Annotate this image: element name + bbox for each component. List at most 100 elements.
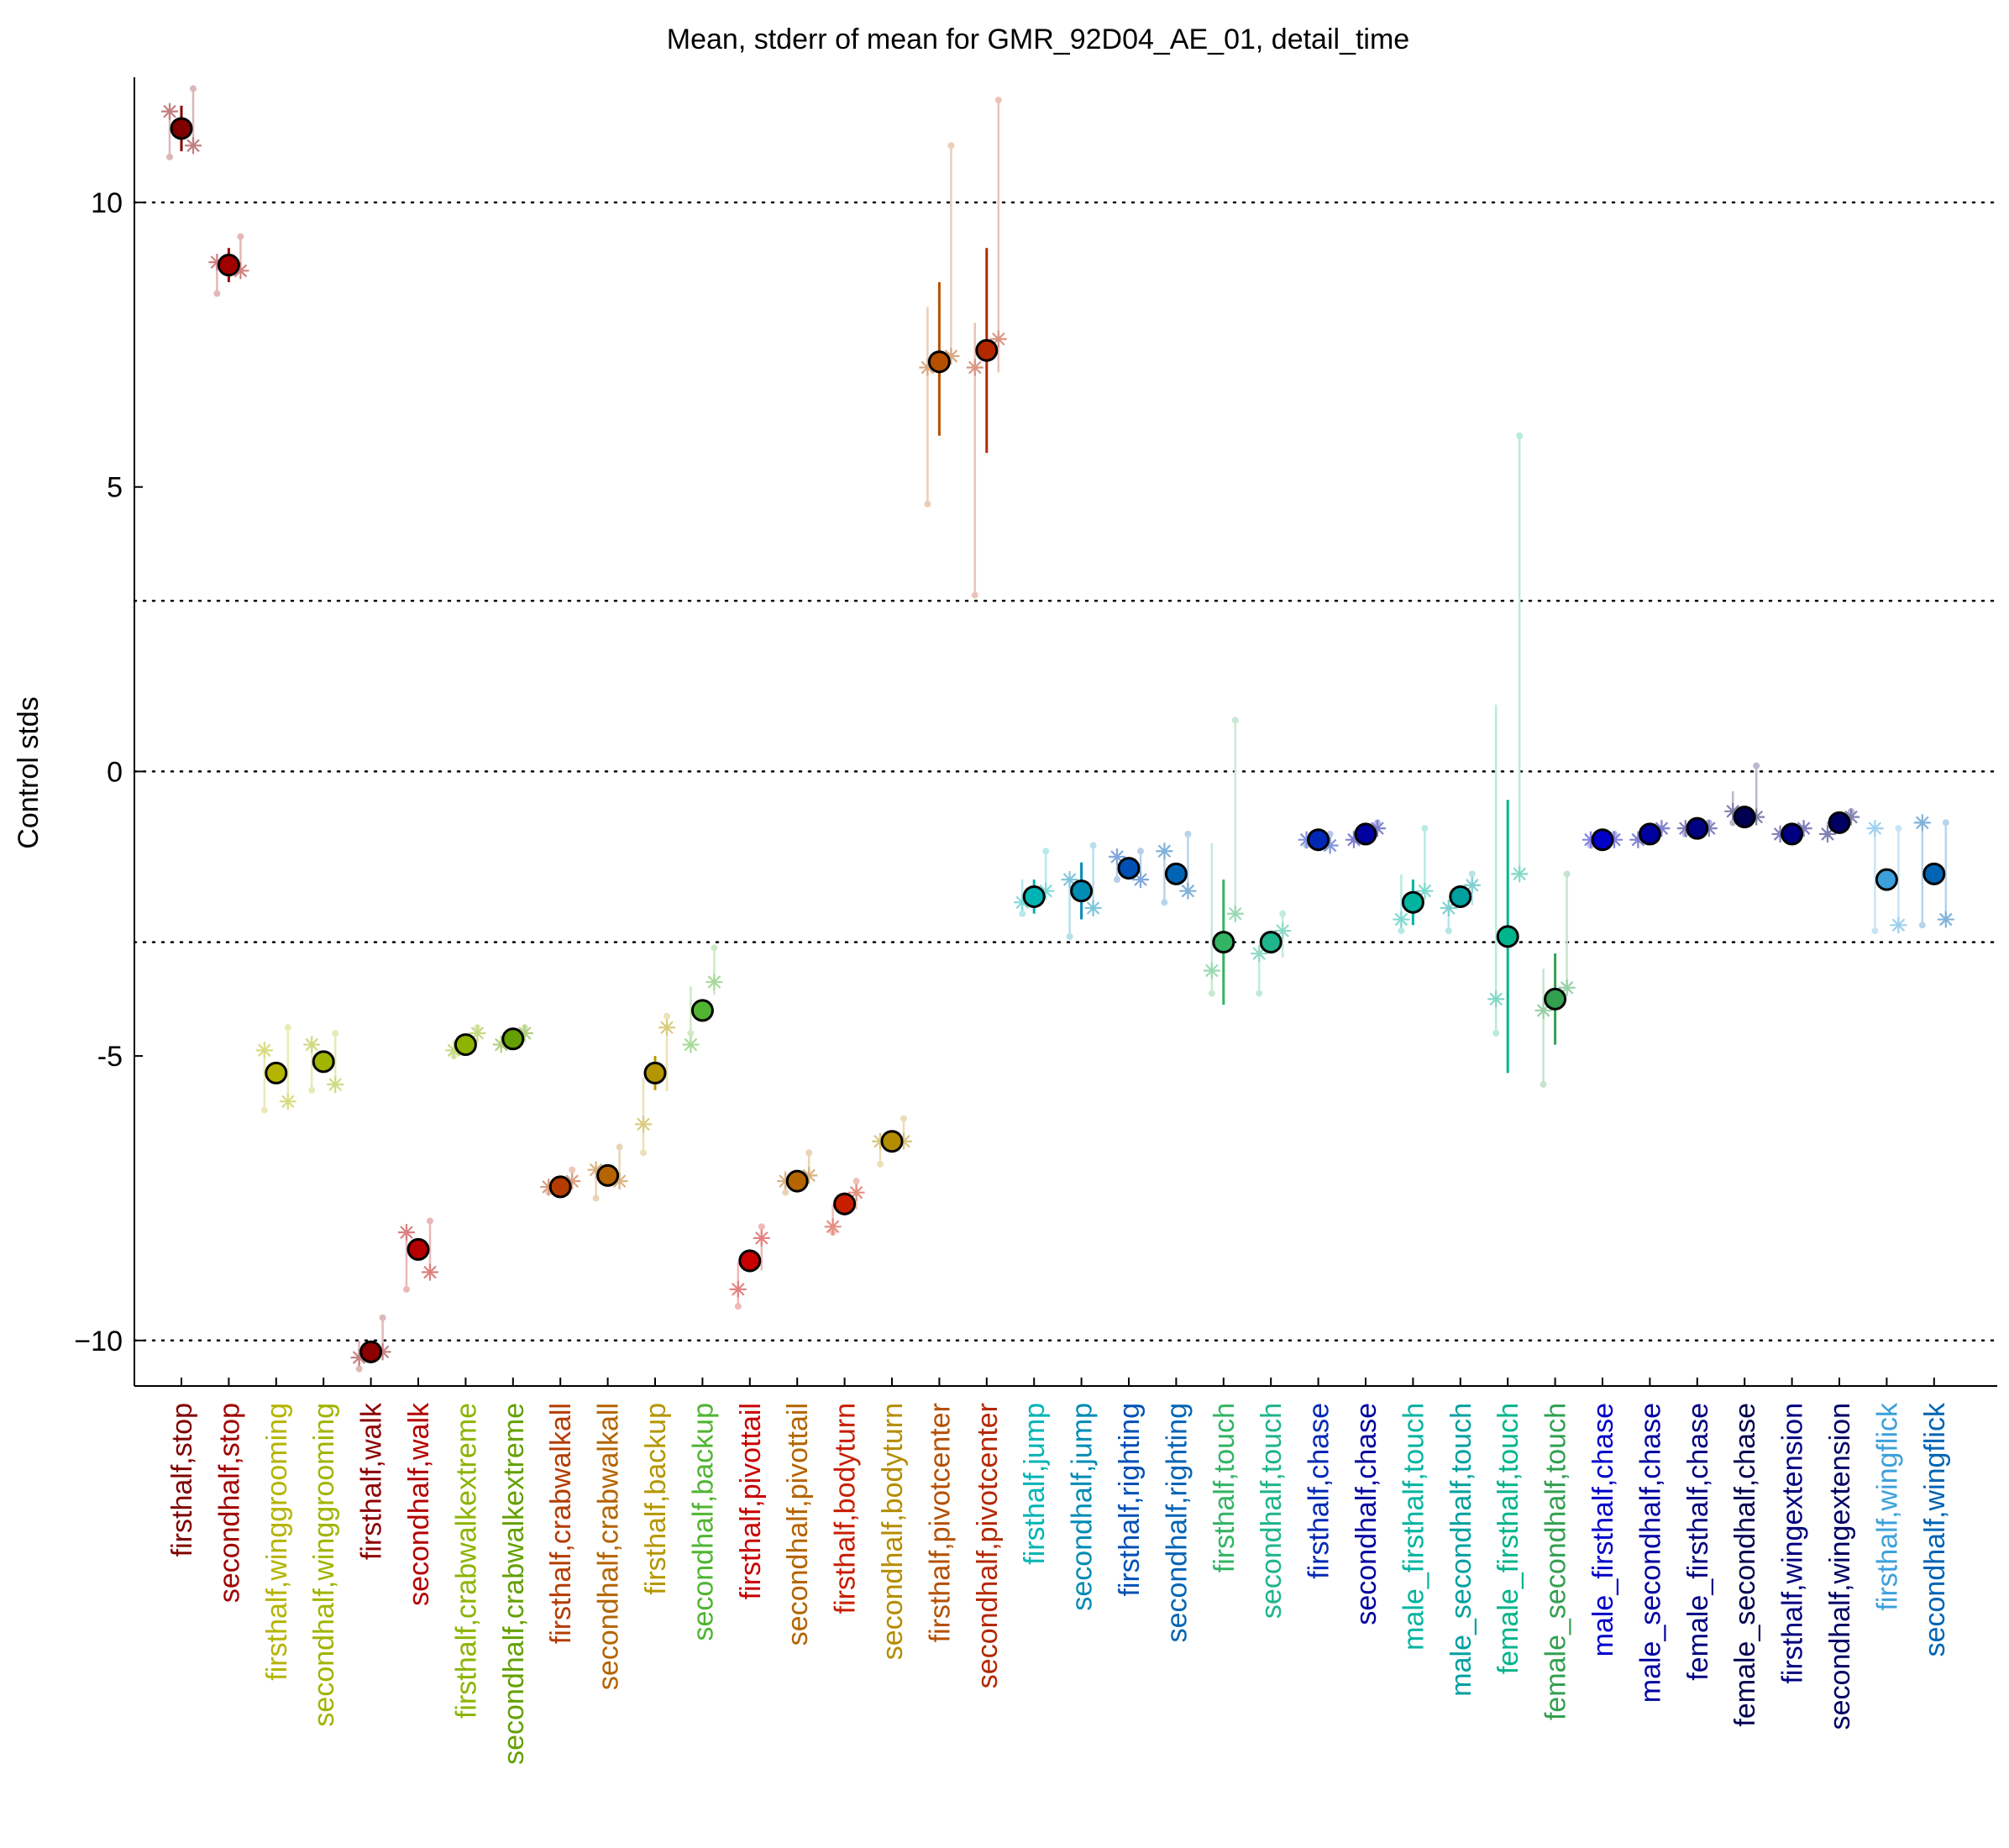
mean-marker [785, 1169, 809, 1193]
individual-marker [1393, 911, 1410, 928]
range-dot [1042, 848, 1050, 855]
x-tick-label: male_firsthalf,touch [1398, 1403, 1429, 1651]
range-dot [379, 1314, 386, 1321]
x-tick-label: secondhalf,touch [1256, 1403, 1288, 1619]
range-dot [877, 1160, 884, 1168]
range-dot [1942, 819, 1949, 827]
range-dot [805, 1149, 813, 1157]
range-dot [947, 142, 955, 150]
range-dot [1137, 848, 1144, 855]
range-dot [1066, 932, 1073, 940]
range-dot [592, 1194, 600, 1202]
x-tick-label: firsthalf,pivottail [735, 1403, 767, 1599]
x-tick-label: secondhalf,pivotcenter [972, 1403, 1004, 1688]
range-dot [1398, 927, 1405, 935]
range-dot [1114, 876, 1120, 884]
x-tick-label: firsthalf,walk [356, 1402, 388, 1560]
x-tick-label: firsthalf,wingextension [1777, 1403, 1809, 1684]
mean-marker [454, 1033, 477, 1057]
range-dot [924, 501, 931, 508]
individual-marker [1226, 905, 1244, 922]
x-tick-label: firsthalf,pivotcenter [924, 1403, 956, 1642]
x-tick-label: secondhalf,wingflick [1919, 1402, 1951, 1656]
y-tick-label: 10 [91, 187, 123, 219]
range-dot [1492, 1030, 1500, 1037]
individual-marker [824, 1218, 842, 1236]
range-dot [1089, 842, 1097, 849]
range-dot [734, 1303, 742, 1310]
individual-marker [1890, 916, 1907, 934]
x-tick-label: secondhalf,backup [687, 1403, 719, 1641]
individual-marker [800, 1167, 818, 1184]
individual-marker [1487, 990, 1505, 1008]
mean-marker [1164, 862, 1188, 885]
individual-marker [1274, 922, 1292, 940]
x-tick-label: secondhalf,jump [1067, 1403, 1099, 1611]
x-tick-label: secondhalf,chase [1351, 1403, 1382, 1625]
individual-marker [1937, 911, 1954, 928]
mean-marker [1354, 822, 1377, 846]
mean-marker [217, 254, 240, 277]
individual-marker [161, 102, 178, 120]
mean-marker [1922, 862, 1946, 885]
mean-marker [1307, 828, 1330, 852]
mean-marker [1591, 828, 1614, 852]
x-tick-label: firsthalf,winggrooming [261, 1403, 293, 1681]
range-dot [640, 1149, 647, 1157]
individual-marker [185, 137, 202, 155]
x-tick-label: female_firsthalf,chase [1682, 1403, 1714, 1681]
range-dot [1231, 717, 1239, 724]
individual-marker [1084, 899, 1102, 916]
x-tick-label: firsthalf,touch [1209, 1403, 1241, 1572]
mean-marker [1449, 885, 1472, 908]
individual-marker [1511, 865, 1529, 883]
individual-marker [729, 1280, 747, 1298]
range-dot [758, 1223, 765, 1231]
range-dot [569, 1166, 576, 1173]
individual-marker [682, 1036, 700, 1053]
individual-marker [279, 1093, 296, 1110]
x-tick-label: firsthalf,crabwalkall [545, 1403, 577, 1644]
x-tick-label: male_firsthalf,chase [1587, 1403, 1619, 1656]
range-dot [332, 1030, 339, 1037]
individual-marker [966, 359, 984, 376]
x-tick-label: male_secondhalf,touch [1445, 1403, 1477, 1697]
y-tick-label: 0 [107, 756, 123, 788]
individual-marker [1913, 814, 1931, 832]
x-tick-label: secondhalf,crabwalkall [593, 1403, 625, 1690]
range-dot [403, 1285, 410, 1293]
x-tick-label: female_firsthalf,touch [1492, 1403, 1524, 1674]
chart-title: Mean, stderr of mean for GMR_92D04_AE_01… [667, 24, 1409, 55]
x-tick-label: secondhalf,walk [403, 1402, 435, 1606]
range-dot [1184, 830, 1192, 837]
individual-marker [1179, 882, 1197, 900]
mean-marker [1212, 931, 1235, 954]
range-dot [260, 1106, 268, 1114]
range-dot [711, 944, 718, 952]
individual-marker [327, 1075, 344, 1093]
individual-marker [303, 1036, 321, 1053]
mean-marker [265, 1061, 288, 1084]
range-dot [1161, 899, 1168, 906]
range-dot [616, 1143, 623, 1151]
x-tick-label: secondhalf,winggrooming [308, 1403, 340, 1727]
mean-marker [880, 1130, 904, 1153]
range-dot [308, 1086, 316, 1094]
mean-marker [1117, 857, 1141, 880]
x-tick-label: firsthalf,bodyturn [830, 1403, 862, 1614]
mean-marker [170, 117, 193, 140]
x-tick-label: secondhalf,wingextension [1824, 1403, 1856, 1730]
x-tick-label: firsthalf,chase [1303, 1403, 1335, 1579]
mean-marker [927, 350, 951, 374]
range-dot [237, 233, 244, 240]
mean-marker [1544, 987, 1567, 1011]
x-tick-label: firsthalf,stop [166, 1403, 198, 1557]
individual-marker [1416, 882, 1434, 900]
individual-marker [1203, 962, 1220, 979]
range-dot [1256, 990, 1263, 997]
mean-marker [975, 339, 999, 362]
range-dot [1516, 432, 1524, 439]
mean-marker [407, 1237, 430, 1261]
range-dot [166, 153, 173, 160]
range-dot [1468, 870, 1476, 878]
